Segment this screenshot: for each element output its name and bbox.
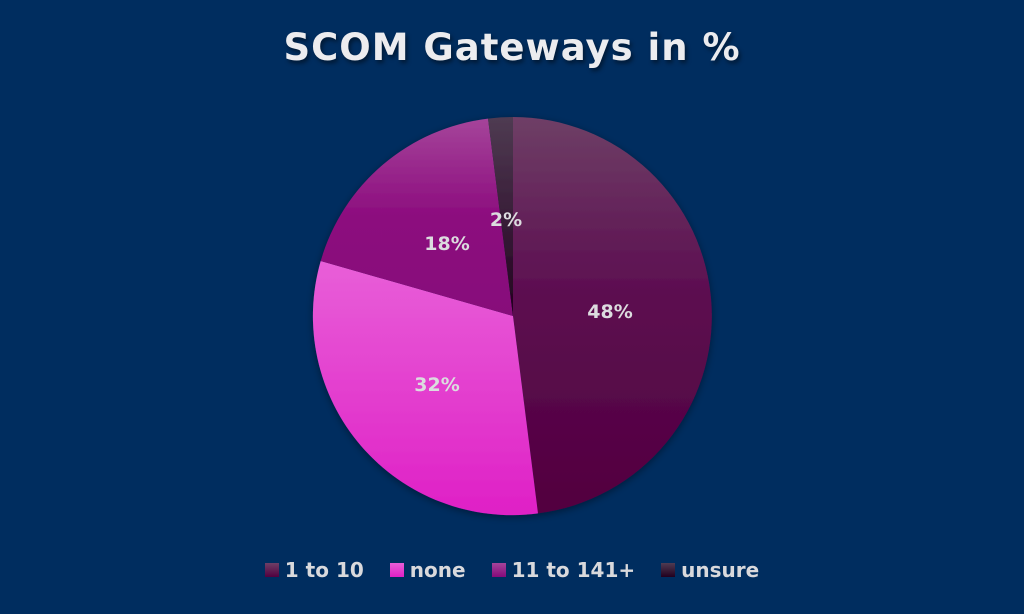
data-label-11-to-141: 18%: [424, 233, 469, 255]
data-label-unsure: 2%: [490, 209, 522, 231]
slice-unsure: [488, 117, 513, 316]
legend-swatch: [389, 563, 404, 577]
chart-title: SCOM Gateways in %: [283, 26, 741, 69]
legend-label: 1 to 10: [284, 558, 364, 582]
data-label-none: 32%: [414, 374, 459, 396]
legend-label: unsure: [681, 558, 760, 582]
legend-item-none: none: [389, 558, 466, 582]
legend-swatch: [264, 563, 279, 577]
data-label-1-to-10: 48%: [587, 301, 632, 323]
legend-item-unsure: unsure: [661, 558, 759, 582]
slice-none: [312, 261, 538, 516]
legend-label: 11 to 141+: [511, 558, 636, 582]
legend-item-11-to-141: 11 to 141+: [491, 558, 636, 582]
legend: 1 to 10 none 11 to 141+ unsure: [0, 558, 1024, 582]
slice-1-to-10: [513, 117, 712, 514]
legend-swatch: [661, 563, 676, 577]
legend-item-1-to-10: 1 to 10: [264, 558, 364, 582]
slice-11-to-141: [320, 118, 513, 316]
legend-swatch: [491, 563, 506, 577]
legend-label: none: [409, 558, 466, 582]
